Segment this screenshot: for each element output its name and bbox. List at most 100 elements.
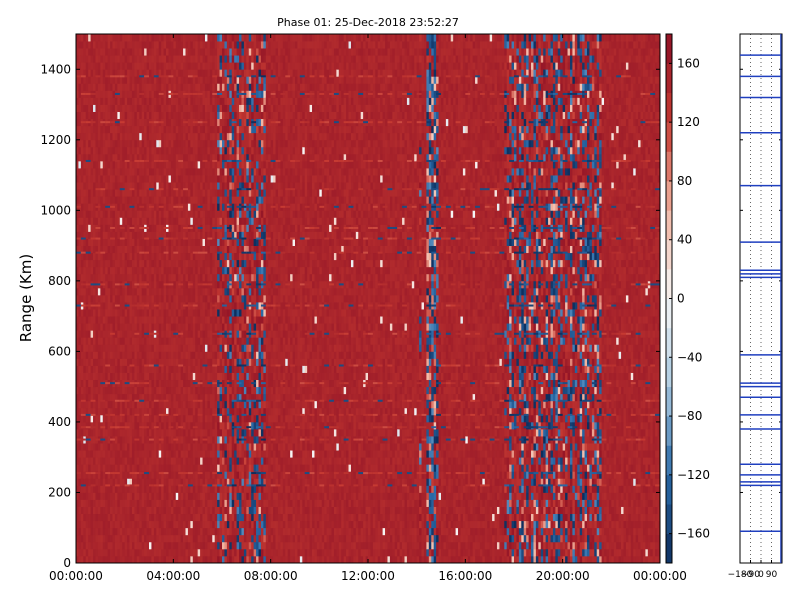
heatmap-cell <box>185 337 189 345</box>
heatmap-cell <box>129 499 133 507</box>
heatmap-cell <box>207 34 211 42</box>
heatmap-cell <box>88 506 91 515</box>
heatmap-cell <box>234 471 237 479</box>
heatmap-cell <box>185 400 189 409</box>
heatmap-cell <box>190 393 194 402</box>
heatmap-cell <box>149 224 152 232</box>
heatmap-cell <box>97 245 101 254</box>
heatmap-cell <box>107 520 111 529</box>
heatmap-cell <box>185 351 189 359</box>
heatmap-cell <box>127 534 130 543</box>
heatmap-cell <box>90 252 94 261</box>
heatmap-cell <box>141 34 145 42</box>
heatmap-cell <box>222 273 225 282</box>
heatmap-cell <box>209 245 213 254</box>
heatmap-cell <box>168 471 172 479</box>
heatmap-cell <box>185 104 189 112</box>
heatmap-cell <box>212 534 216 543</box>
heatmap-cell <box>173 492 177 500</box>
heatmap-cell <box>80 245 84 254</box>
heatmap-cell <box>131 337 135 345</box>
heatmap-cell <box>90 168 94 176</box>
heatmap-cell <box>122 428 126 437</box>
heatmap-cell <box>146 485 150 493</box>
heatmap-cell <box>100 182 104 190</box>
heatmap-cell <box>139 153 143 162</box>
heatmap-cell <box>122 182 126 190</box>
heatmap-cell <box>158 259 162 268</box>
heatmap-cell <box>107 132 111 141</box>
heatmap-cell <box>192 464 196 472</box>
heatmap-cell <box>163 69 167 77</box>
heatmap-cell <box>158 111 162 120</box>
heatmap-cell <box>156 316 160 324</box>
heatmap-cell <box>204 513 208 522</box>
heatmap-cell <box>226 351 230 359</box>
heatmap-cell <box>224 238 228 246</box>
heatmap-cell <box>112 97 116 105</box>
heatmap-cell <box>114 224 118 232</box>
heatmap-cell <box>207 146 211 155</box>
heatmap-cell <box>127 393 130 402</box>
heatmap-cell <box>119 168 123 176</box>
heatmap-cell <box>170 266 174 275</box>
heatmap-cell <box>78 323 82 331</box>
heatmap-cell <box>183 485 186 493</box>
heatmap-cell <box>207 400 211 409</box>
heatmap-cell <box>110 520 113 529</box>
heatmap-cell <box>149 104 152 112</box>
heatmap-cell <box>134 294 138 303</box>
heatmap-cell <box>192 358 196 366</box>
heatmap-cell <box>234 41 237 49</box>
heatmap-cell <box>217 527 220 536</box>
heatmap-cell <box>234 139 237 148</box>
heatmap-cell <box>119 457 123 465</box>
heatmap-cell <box>129 139 133 148</box>
heatmap-cell <box>85 139 89 148</box>
heatmap-cell <box>83 55 87 63</box>
heatmap-cell <box>226 436 230 444</box>
heatmap-cell <box>131 139 135 148</box>
heatmap-cell <box>190 421 194 430</box>
heatmap-cell <box>202 210 206 218</box>
heatmap-cell <box>185 34 189 42</box>
heatmap-cell <box>217 196 220 204</box>
heatmap-cell <box>88 457 91 465</box>
heatmap-cell <box>85 97 89 105</box>
heatmap-cell <box>88 485 91 493</box>
heatmap-cell <box>187 97 191 105</box>
heatmap-cell <box>110 457 113 465</box>
heatmap-cell <box>144 485 147 493</box>
heatmap-cell <box>102 393 106 402</box>
heatmap-cell <box>76 386 79 395</box>
heatmap-cell <box>178 83 182 91</box>
heatmap-cell <box>153 238 157 246</box>
heatmap-cell <box>178 259 182 268</box>
heatmap-cell <box>80 146 84 155</box>
heatmap-cell <box>156 168 160 176</box>
heatmap-cell <box>197 146 201 155</box>
heatmap-cell <box>85 41 89 49</box>
heatmap-cell <box>131 478 135 486</box>
heatmap-cell <box>124 139 128 148</box>
heatmap-cell <box>178 132 182 141</box>
heatmap-cell <box>209 309 213 317</box>
heatmap-cell <box>139 175 143 183</box>
heatmap-cell <box>85 541 89 550</box>
heatmap-cell <box>117 252 121 261</box>
heatmap-cell <box>112 34 116 42</box>
heatmap-cell <box>95 259 99 268</box>
heatmap-cell <box>175 337 179 345</box>
heatmap-cell <box>158 287 162 296</box>
heatmap-cell <box>170 273 174 282</box>
heatmap-cell <box>134 287 138 296</box>
heatmap-cell <box>100 287 104 296</box>
heatmap-cell <box>139 111 143 120</box>
heatmap-cell <box>204 90 208 98</box>
heatmap-cell <box>80 407 84 416</box>
heatmap-cell <box>224 224 228 232</box>
heatmap-cell <box>141 421 145 430</box>
heatmap-cell <box>204 527 208 536</box>
heatmap-cell <box>204 175 208 183</box>
heatmap-cell <box>144 471 147 479</box>
